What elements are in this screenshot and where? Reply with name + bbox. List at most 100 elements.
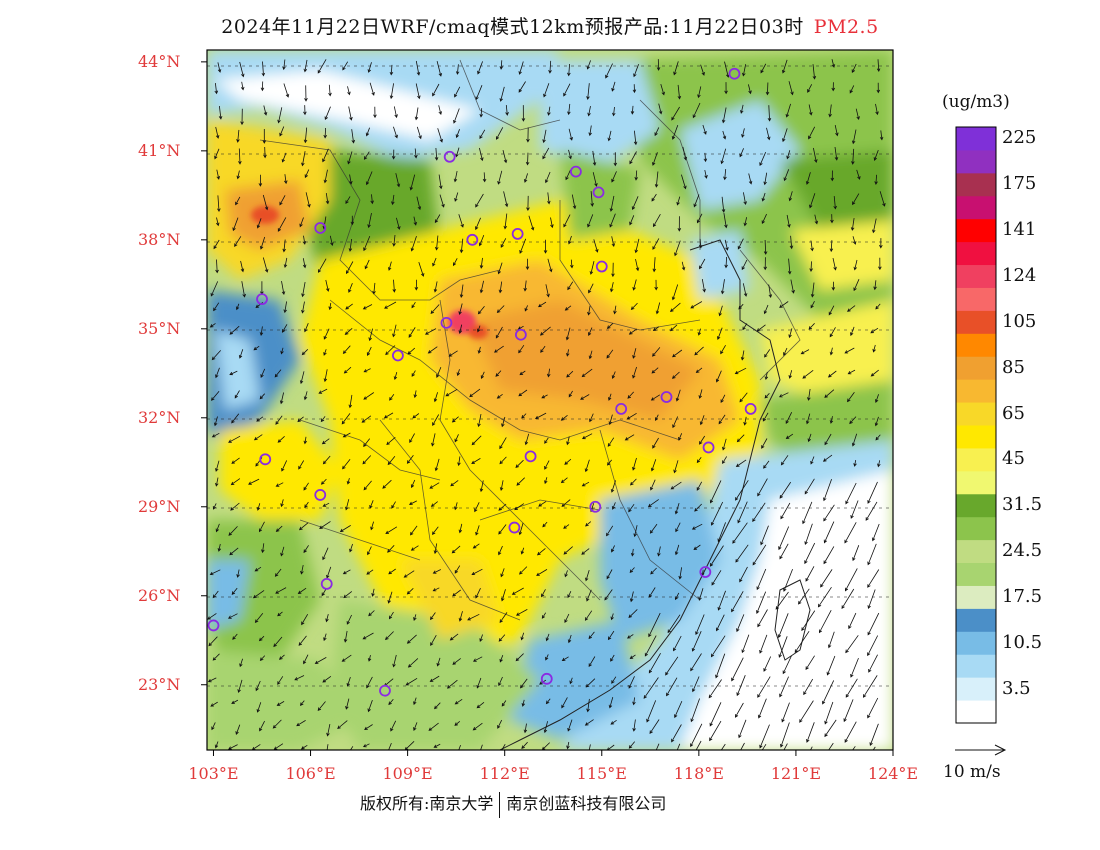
wind-vector xyxy=(586,83,590,100)
wind-vector xyxy=(392,654,397,668)
wind-vector xyxy=(569,259,574,269)
wind-vector xyxy=(537,301,547,308)
wind-vector xyxy=(655,743,660,750)
chart-title: 2024年11月22日WRF/cmaq模式12km预报产品:11月22日03时 P… xyxy=(0,12,1100,39)
wind-vector xyxy=(321,438,330,445)
wind-vector xyxy=(424,328,437,335)
wind-vector xyxy=(231,587,238,595)
axis-ticks xyxy=(201,61,894,756)
colorbar-segment xyxy=(956,470,996,495)
wind-vector xyxy=(681,261,686,271)
title-text: 2024年11月22日WRF/cmaq模式12km预报产品:11月22日03时 xyxy=(221,16,804,38)
wind-vector xyxy=(828,742,834,750)
wind-vector xyxy=(498,676,503,687)
wind-vector xyxy=(240,108,244,126)
wind-vector xyxy=(238,148,242,165)
wind-vector xyxy=(851,148,855,165)
wind-vector xyxy=(654,171,659,188)
wind-vector xyxy=(317,701,326,712)
wind-vector xyxy=(362,455,372,465)
station-marker xyxy=(615,402,628,415)
wind-vector xyxy=(845,635,859,654)
wind-vector xyxy=(518,566,528,575)
wind-vector xyxy=(326,724,331,737)
wind-vector xyxy=(476,325,481,333)
wind-reference-label: 10 m/s xyxy=(943,762,1001,782)
wind-vector xyxy=(717,327,723,340)
wind-vector xyxy=(346,614,352,625)
wind-vector xyxy=(499,86,505,102)
wind-vector xyxy=(429,675,440,682)
wind-vector xyxy=(722,130,727,140)
longitude-label: 121°E xyxy=(770,764,822,783)
wind-vector xyxy=(236,129,240,143)
wind-vector xyxy=(586,589,592,602)
wind-vector xyxy=(452,658,461,665)
wind-vector xyxy=(304,323,309,333)
wind-vector xyxy=(433,543,438,555)
wind-vector xyxy=(519,678,528,689)
wind-vector xyxy=(366,569,374,575)
wind-vector xyxy=(363,480,372,491)
wind-vector xyxy=(256,416,264,422)
wind-vector xyxy=(275,482,284,487)
wind-vector xyxy=(523,723,528,734)
wind-vector xyxy=(429,482,440,489)
wind-vector xyxy=(853,460,857,467)
wind-vector xyxy=(752,544,767,566)
wind-vector xyxy=(675,389,681,402)
credit-left: 版权所有:南京大学 xyxy=(360,794,494,813)
wind-vector xyxy=(303,127,308,144)
wind-vector xyxy=(722,438,727,451)
wind-vector xyxy=(475,217,481,231)
wind-vector xyxy=(848,612,857,630)
wind-vector xyxy=(365,171,373,186)
wind-vector xyxy=(674,592,680,601)
wind-vector xyxy=(873,280,877,291)
wind-vector xyxy=(805,655,815,670)
wind-vector xyxy=(391,194,395,206)
wind-vector xyxy=(459,238,464,254)
wind-vector xyxy=(276,701,285,706)
wind-vector xyxy=(408,327,416,338)
wind-vector xyxy=(587,106,591,117)
wind-vector xyxy=(480,371,485,379)
wind-vector xyxy=(627,391,634,399)
wind-vector xyxy=(350,215,355,226)
wind-vector xyxy=(455,129,460,139)
wind-vector xyxy=(831,59,836,68)
wind-vector xyxy=(822,680,835,705)
wind-vector xyxy=(314,657,327,664)
wind-vector xyxy=(588,327,593,336)
wind-vector xyxy=(610,719,617,725)
wind-vector xyxy=(457,456,461,467)
colorbar-segment xyxy=(956,127,996,151)
colorbar-segment xyxy=(956,218,996,243)
wind-vector xyxy=(363,438,371,448)
wind-vector xyxy=(300,565,304,575)
wind-vector xyxy=(757,478,768,497)
wind-vector xyxy=(756,568,767,591)
wind-vector xyxy=(732,522,748,544)
wind-vector xyxy=(403,570,415,578)
wind-vector xyxy=(256,218,262,229)
wind-vector xyxy=(702,124,707,135)
wind-vector xyxy=(634,170,638,181)
wind-vector xyxy=(734,702,744,718)
credit-separator xyxy=(499,791,501,818)
wind-vector xyxy=(430,304,440,315)
wind-vector xyxy=(736,434,745,443)
wind-vector xyxy=(323,369,328,383)
wind-vector xyxy=(650,394,661,401)
wind-vector xyxy=(805,172,811,185)
wind-vector xyxy=(563,83,571,97)
wind-vector xyxy=(254,612,264,624)
wind-vector xyxy=(720,148,727,165)
wind-vector xyxy=(236,170,241,180)
wind-vector xyxy=(690,723,703,748)
wind-vector xyxy=(657,546,661,557)
wind-vector xyxy=(564,613,570,624)
wind-vector xyxy=(560,414,568,421)
wind-vector xyxy=(302,235,307,245)
wind-vector xyxy=(454,565,461,574)
